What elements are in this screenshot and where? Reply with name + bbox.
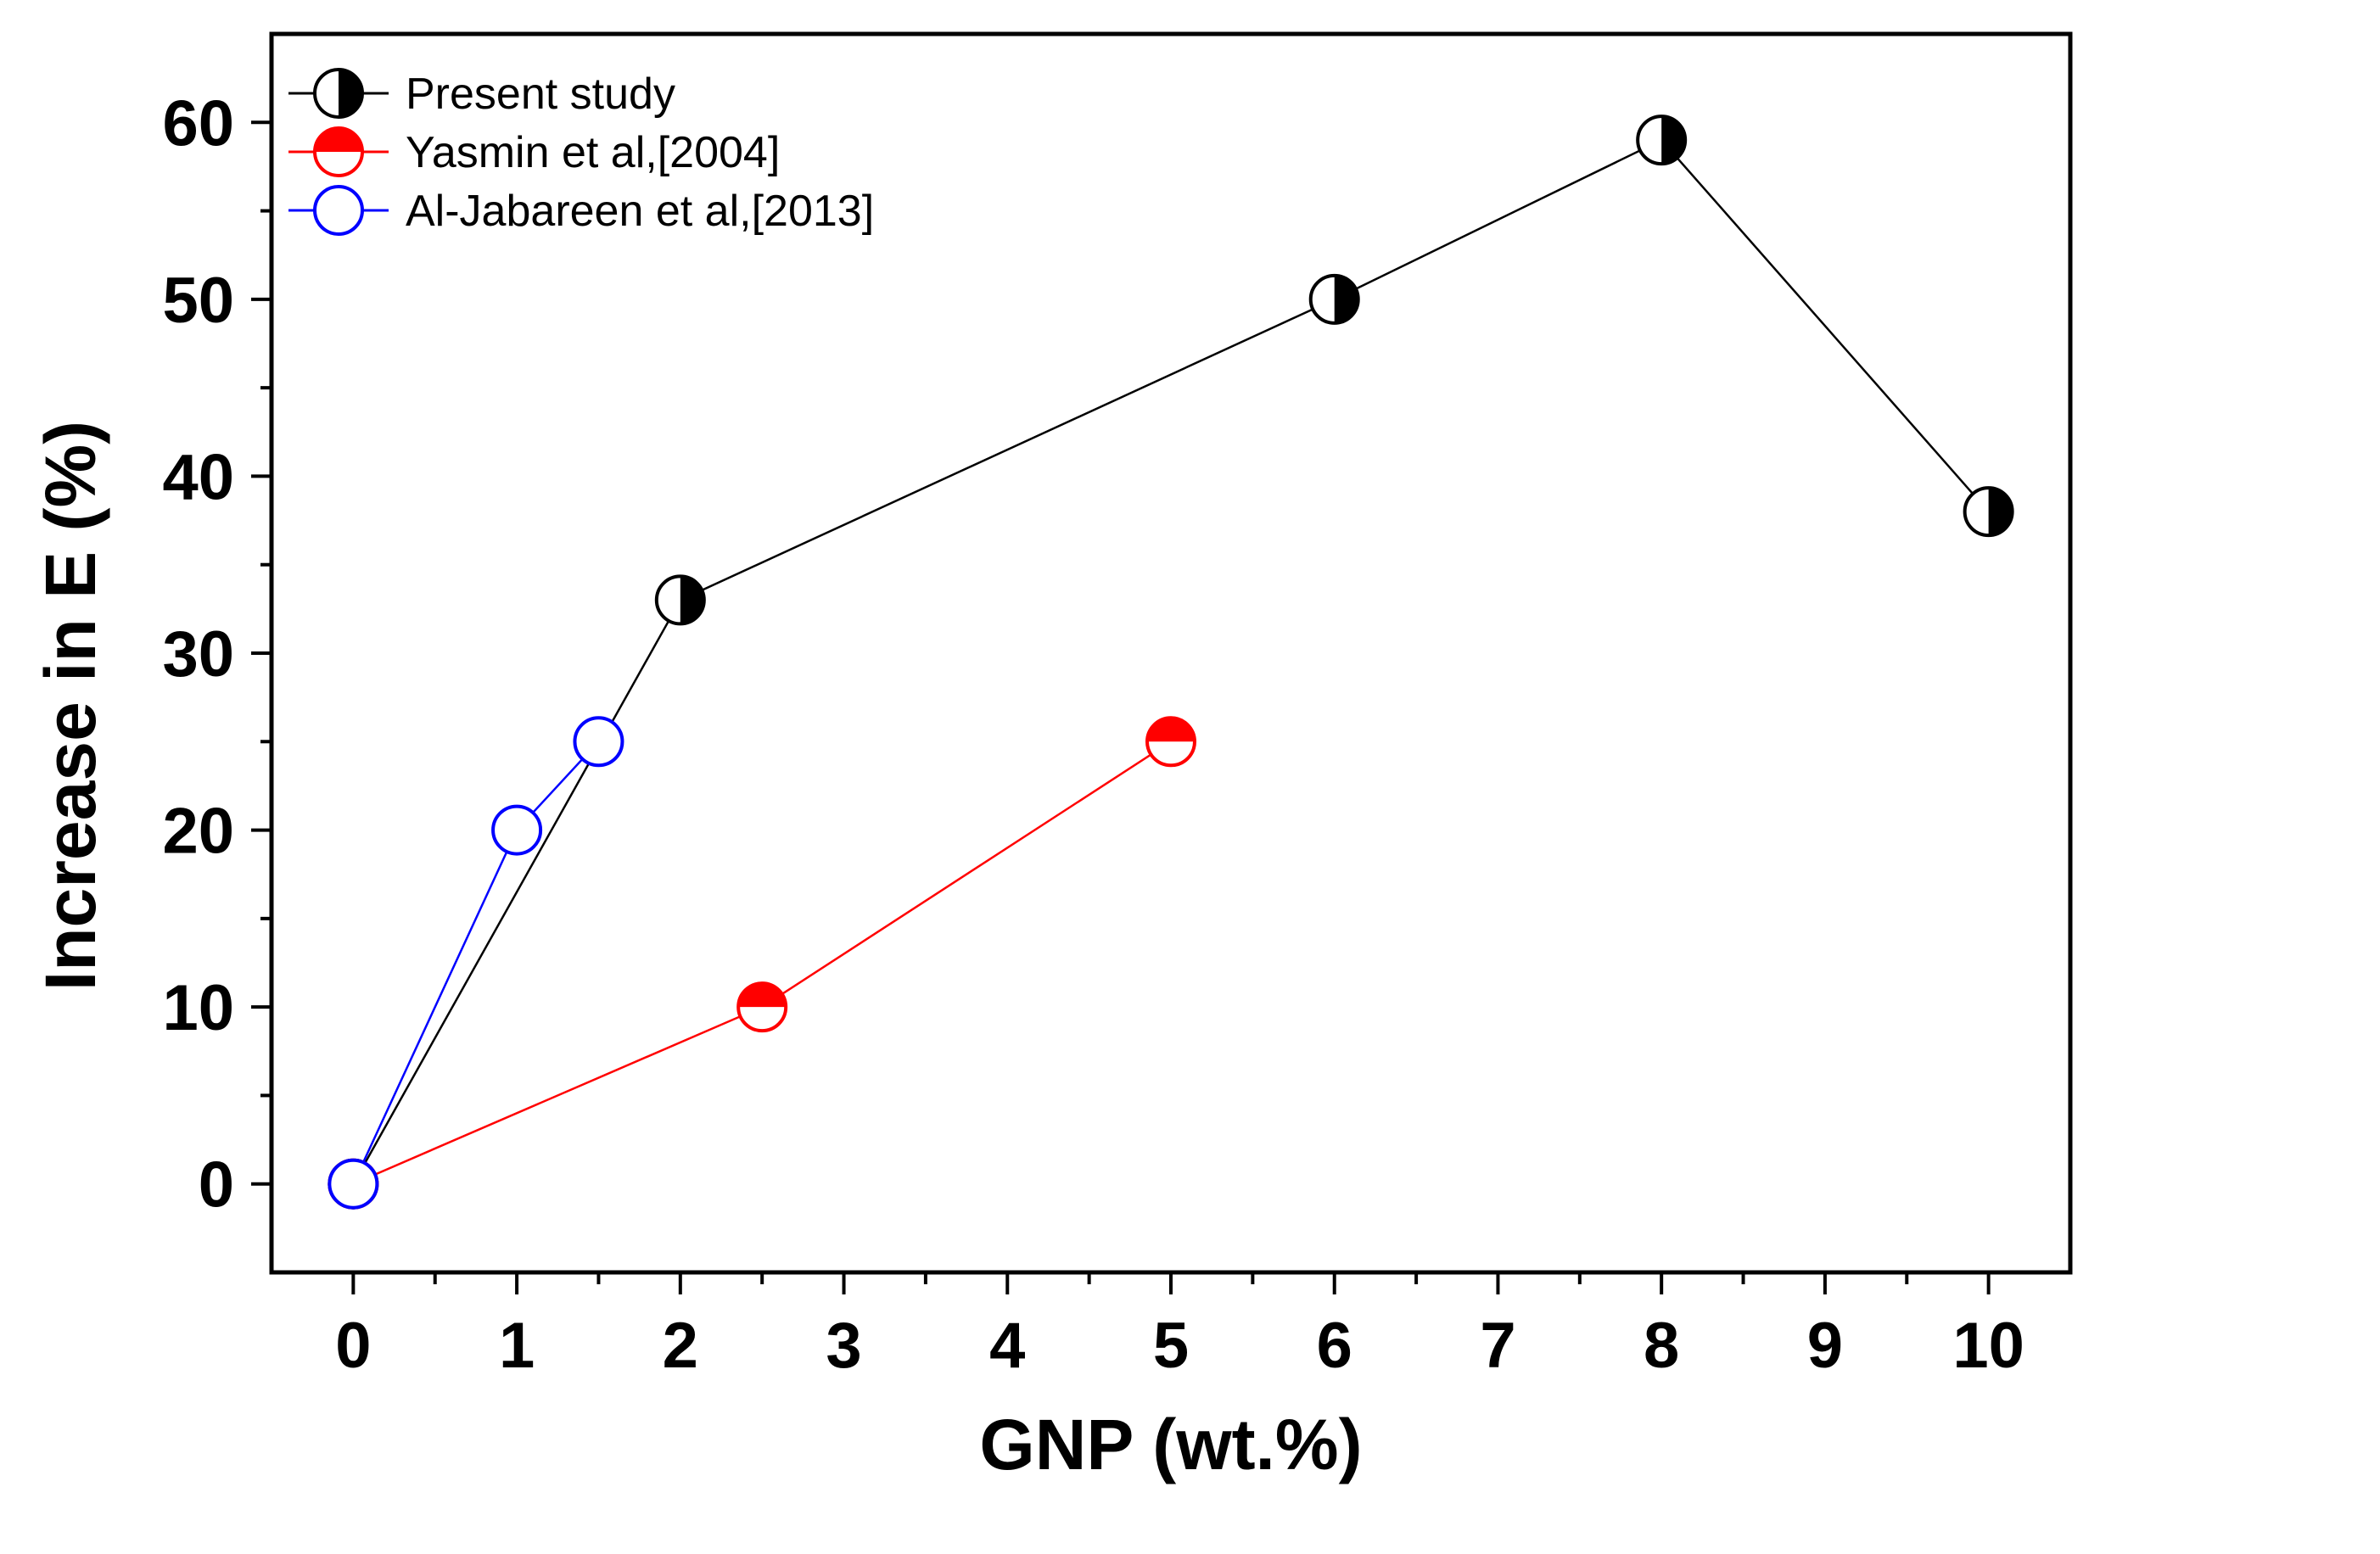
y-tick-label: 50 (162, 265, 234, 337)
series-markers (328, 115, 2014, 1210)
x-tick-label: 2 (663, 1310, 698, 1382)
x-tick-label: 9 (1807, 1310, 1843, 1382)
x-tick-label: 0 (335, 1310, 371, 1382)
y-tick-label: 60 (162, 87, 234, 159)
x-axis-ticks: 0 1 2 3 4 5 6 7 8 9 10 (335, 1272, 2024, 1382)
data-point-series-2 (573, 716, 624, 768)
legend: Present study Yasmin et al,[2004] Al-Jabar… (288, 68, 874, 236)
data-point-series-2 (328, 1158, 379, 1210)
data-point-series-0 (1636, 115, 1688, 166)
y-axis-title: Increase in E (%) (31, 421, 110, 991)
series-line-1 (352, 741, 1172, 1185)
y-tick-label: 30 (162, 618, 234, 690)
legend-marker (313, 185, 364, 236)
data-point-series-0 (1308, 273, 1360, 325)
data-point-series-2 (491, 804, 543, 856)
legend-marker (313, 68, 364, 119)
legend-label: Yasmin et al,[2004] (406, 128, 780, 177)
x-tick-label: 5 (1153, 1310, 1189, 1382)
y-tick-label: 20 (162, 796, 234, 868)
legend-label: Al-Jabareen et al,[2013] (406, 187, 874, 236)
y-tick-label: 40 (162, 441, 234, 513)
legend-item: Al-Jabareen et al,[2013] (288, 185, 874, 236)
series-layer (328, 115, 2014, 1210)
legend-item: Yasmin et al,[2004] (288, 126, 780, 177)
series-lines (352, 138, 1990, 1185)
y-tick-label: 10 (162, 972, 234, 1044)
x-tick-label: 6 (1317, 1310, 1352, 1382)
y-axis-ticks: 0 10 20 30 40 50 60 (162, 87, 272, 1221)
x-tick-label: 4 (989, 1310, 1025, 1382)
legend-label: Present study (406, 70, 675, 119)
legend-marker (313, 126, 364, 177)
x-tick-label: 8 (1644, 1310, 1679, 1382)
data-point-series-0 (1963, 486, 2014, 538)
legend-item: Present study (288, 68, 675, 119)
x-tick-label: 3 (826, 1310, 861, 1382)
data-point-series-1 (736, 981, 788, 1033)
x-axis-title: GNP (wt.%) (979, 1405, 1362, 1484)
series-line-0 (352, 138, 1990, 1185)
x-tick-label: 7 (1480, 1310, 1515, 1382)
x-tick-label: 1 (499, 1310, 535, 1382)
x-tick-label: 10 (1952, 1310, 2024, 1382)
y-tick-label: 0 (199, 1149, 234, 1221)
data-point-series-1 (1145, 716, 1196, 768)
data-point-series-0 (654, 574, 706, 626)
